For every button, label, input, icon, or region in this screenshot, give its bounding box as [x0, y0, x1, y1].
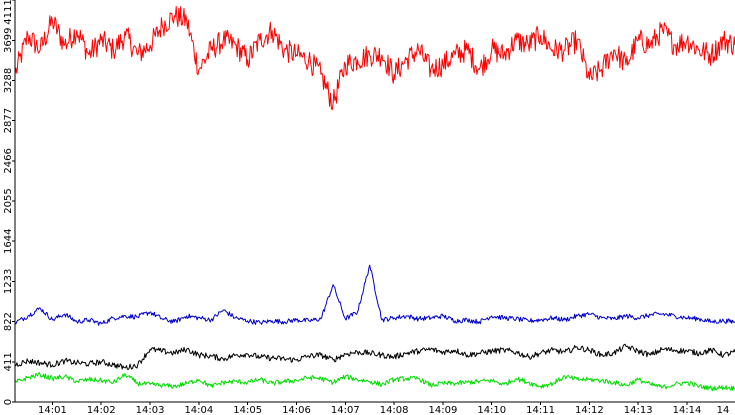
x-axis: 14:01 14:02 14:03 14:04 14:05 14:06 14:07 14:08…	[15, 401, 735, 415]
x-tick-label: 14:07	[331, 405, 360, 415]
y-tick-label: 2877	[3, 108, 14, 133]
y-tick-label: 3699	[3, 28, 14, 53]
x-tick-label: 14:13	[624, 405, 653, 415]
y-tick-label: 4111	[3, 0, 14, 25]
y-tick-label: 822	[3, 312, 14, 331]
series-line-1	[14, 6, 735, 111]
series-line-3	[14, 343, 735, 370]
y-tick-label: 1233	[3, 269, 14, 294]
x-tick-label: 14:14	[673, 405, 702, 415]
x-tick-label: 14:02	[87, 405, 116, 415]
y-axis: 0 411 822 1233 1644 2055 2466 2877 3288 3699 4111	[3, 0, 16, 405]
x-tick-label: 14:11	[526, 405, 555, 415]
x-tick-label: 14:06	[282, 405, 311, 415]
x-tick-label: 14:01	[38, 405, 67, 415]
x-tick-label: 14:03	[136, 405, 165, 415]
x-tick-label: 14:12	[575, 405, 604, 415]
x-tick-label: 14	[717, 405, 730, 415]
series-line-2	[14, 264, 735, 326]
x-tick-label: 14:04	[184, 405, 213, 415]
y-tick-label: 411	[3, 352, 14, 371]
y-tick-label: 2466	[3, 148, 14, 173]
x-tick-label: 14:08	[380, 405, 409, 415]
y-tick-label: 3288	[3, 68, 14, 93]
x-tick-label: 14:09	[429, 405, 458, 415]
series-line-4	[14, 372, 735, 392]
y-tick-label: 2055	[3, 188, 14, 213]
y-tick-label: 1644	[3, 229, 14, 254]
x-tick-label: 14:05	[233, 405, 262, 415]
plot-lines	[14, 6, 735, 392]
x-tick-label: 14:10	[477, 405, 506, 415]
y-tick-label: 0	[3, 399, 14, 405]
